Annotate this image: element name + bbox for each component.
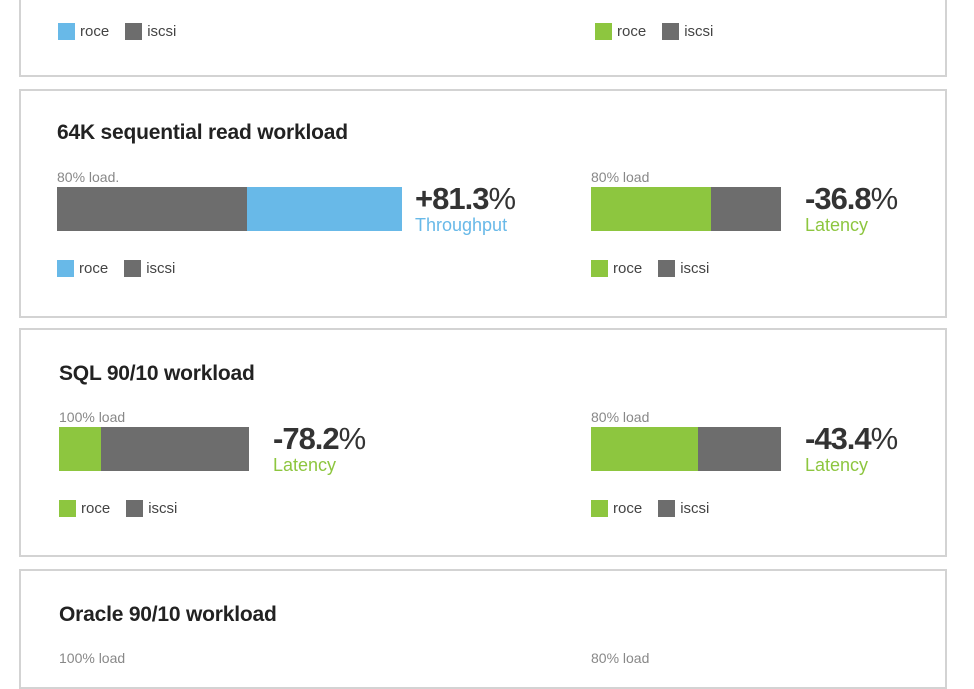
legend-item-iscsi: iscsi (126, 500, 177, 517)
iscsi-swatch (126, 500, 144, 517)
legend-item-roce: roce (58, 23, 109, 40)
legend-iscsi-label: iscsi (146, 260, 176, 277)
roce-segment (247, 187, 402, 231)
percent-value: -43.4 (805, 421, 872, 456)
legend-item-roce: roce (591, 500, 642, 517)
legend: roce iscsi (591, 260, 725, 277)
percent-change: -78.2% (273, 421, 367, 456)
iscsi-segment (698, 427, 781, 471)
card-sql-90-10: SQL 90/10 workload 100% load -78.2% Late… (19, 328, 947, 557)
metric-label: Latency (805, 455, 869, 475)
load-label: 80% load (591, 409, 650, 425)
roce-swatch (591, 500, 608, 517)
legend-item-roce: roce (59, 500, 110, 517)
iscsi-segment (711, 187, 781, 231)
legend-roce-label: roce (613, 500, 643, 517)
legend-item-roce: roce (57, 260, 108, 277)
percent-value: -78.2 (273, 421, 340, 456)
panel-latency-100: 100% load -78.2% Latency roce iscsi (59, 409, 399, 519)
card-64k-sequential-read: 64K sequential read workload 80% load. +… (19, 89, 947, 318)
card-top-partial: roce iscsi roce iscsi (19, 0, 947, 77)
roce-segment (591, 187, 711, 231)
iscsi-swatch (124, 260, 142, 277)
roce-swatch (59, 500, 76, 517)
legend: roce iscsi (59, 500, 193, 517)
card-title: 64K sequential read workload (57, 121, 348, 144)
load-label: 80% load (591, 169, 650, 185)
legend-item-iscsi: iscsi (658, 500, 709, 517)
iscsi-swatch (125, 23, 143, 40)
legend-roce-label: roce (613, 260, 643, 277)
legend-iscsi-label: iscsi (680, 260, 710, 277)
percent-sign: % (338, 421, 367, 456)
legend-roce-label: roce (80, 23, 110, 40)
load-label: 100% load (59, 409, 126, 425)
panel-throughput: 80% load. +81.3% Throughput roce iscsi (57, 169, 537, 279)
legend-item-iscsi: iscsi (662, 23, 713, 40)
roce-swatch (591, 260, 608, 277)
legend-top-left: roce iscsi (58, 23, 192, 40)
legend-item-roce: roce (595, 23, 646, 40)
legend-roce-label: roce (79, 260, 109, 277)
load-label: 80% load. (57, 169, 120, 185)
percent-change: -43.4% (805, 421, 899, 456)
metric-label: Latency (273, 455, 337, 475)
comparison-bar (59, 427, 249, 471)
legend-iscsi-label: iscsi (148, 500, 178, 517)
legend-item-iscsi: iscsi (124, 260, 175, 277)
legend-item-iscsi: iscsi (658, 260, 709, 277)
panel-latency: 80% load -36.8% Latency roce iscsi (591, 169, 931, 279)
percent-sign: % (488, 181, 516, 216)
iscsi-swatch (658, 500, 676, 517)
roce-swatch (595, 23, 612, 40)
comparison-bar (57, 187, 402, 231)
percent-change: +81.3% (415, 181, 516, 216)
percent-sign: % (870, 181, 899, 216)
percent-value: -36.8 (805, 181, 872, 216)
legend-roce-label: roce (617, 23, 647, 40)
metric-label: Throughput (415, 215, 508, 235)
load-label: 80% load (591, 650, 650, 666)
legend-iscsi-label: iscsi (147, 23, 177, 40)
iscsi-swatch (662, 23, 680, 40)
legend: roce iscsi (57, 260, 191, 277)
card-title: Oracle 90/10 workload (59, 603, 277, 626)
iscsi-swatch (658, 260, 676, 277)
legend-iscsi-label: iscsi (684, 23, 714, 40)
roce-swatch (57, 260, 74, 277)
legend-item-iscsi: iscsi (125, 23, 176, 40)
roce-segment (59, 427, 101, 471)
card-title: SQL 90/10 workload (59, 362, 255, 385)
percent-change: -36.8% (805, 181, 899, 216)
panel-latency-80: 80% load -43.4% Latency roce iscsi (591, 409, 931, 519)
percent-sign: % (870, 421, 899, 456)
percent-value: +81.3 (415, 181, 489, 216)
roce-swatch (58, 23, 75, 40)
comparison-bar (591, 427, 781, 471)
load-label: 100% load (59, 650, 126, 666)
comparison-bar (591, 187, 781, 231)
legend-item-roce: roce (591, 260, 642, 277)
metric-label: Latency (805, 215, 869, 235)
iscsi-segment (101, 427, 249, 471)
roce-segment (591, 427, 698, 471)
legend-top-right: roce iscsi (595, 23, 729, 40)
iscsi-segment (57, 187, 247, 231)
legend: roce iscsi (591, 500, 725, 517)
legend-iscsi-label: iscsi (680, 500, 710, 517)
legend-roce-label: roce (81, 500, 111, 517)
card-oracle-90-10: Oracle 90/10 workload 100% load 80% load (19, 569, 947, 689)
